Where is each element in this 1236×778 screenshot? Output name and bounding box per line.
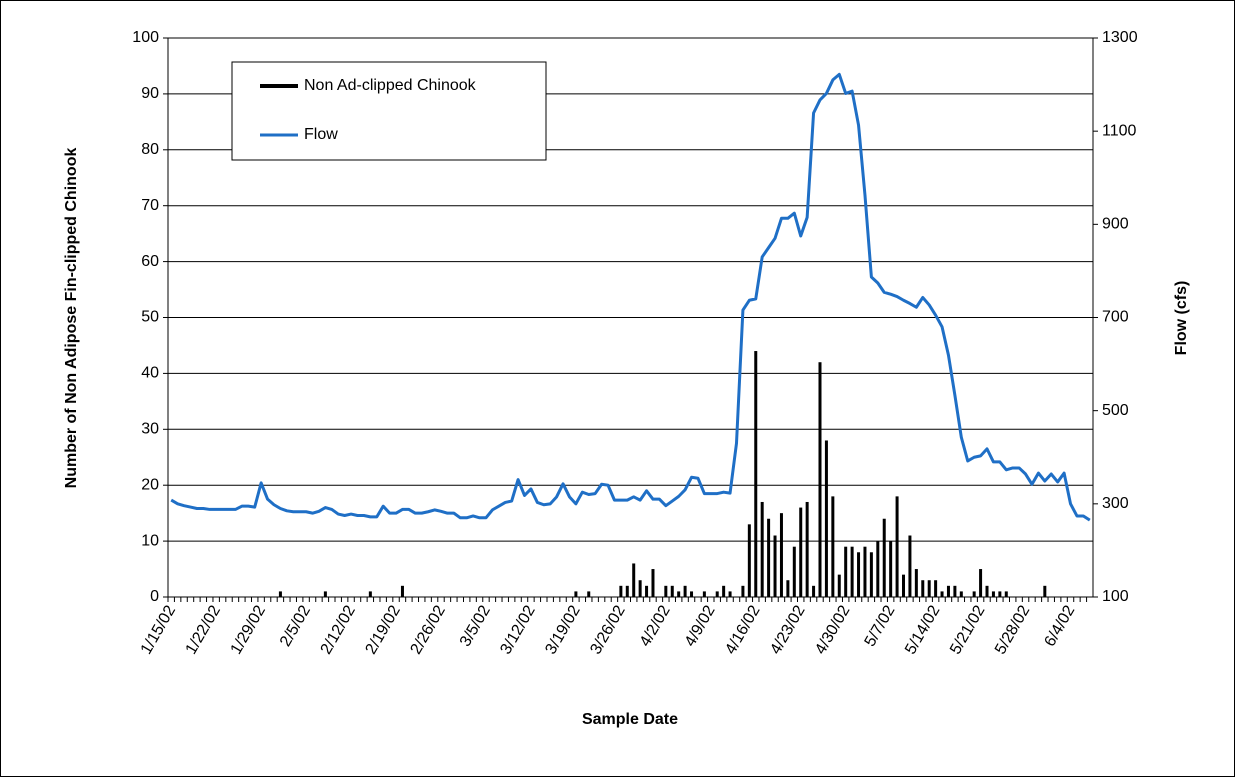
bar bbox=[632, 563, 636, 597]
bar bbox=[953, 585, 957, 597]
bar bbox=[786, 580, 790, 597]
bar bbox=[812, 585, 816, 597]
bar bbox=[619, 585, 623, 597]
bar bbox=[773, 535, 777, 597]
y-tick-label: 20 bbox=[141, 476, 159, 493]
bar bbox=[946, 585, 950, 597]
bar bbox=[1043, 585, 1047, 597]
bar bbox=[400, 585, 404, 597]
bar bbox=[683, 585, 687, 597]
y2-tick-label: 1100 bbox=[1102, 122, 1137, 139]
bar bbox=[869, 552, 873, 597]
bar bbox=[677, 591, 681, 597]
y-tick-label: 80 bbox=[141, 141, 159, 158]
bar bbox=[645, 585, 649, 597]
bar bbox=[799, 507, 803, 597]
bar bbox=[1004, 591, 1008, 597]
bar bbox=[882, 518, 886, 597]
y2-tick-label: 700 bbox=[1102, 309, 1129, 326]
bar bbox=[998, 591, 1002, 597]
x-axis-title: Sample Date bbox=[582, 711, 678, 728]
bar bbox=[985, 585, 989, 597]
y2-axis-title: Flow (cfs) bbox=[1173, 281, 1190, 356]
bar bbox=[625, 585, 629, 597]
y2-tick-label: 1300 bbox=[1102, 29, 1138, 46]
bar bbox=[940, 591, 944, 597]
bar bbox=[934, 580, 938, 597]
bar bbox=[805, 501, 809, 597]
bar bbox=[702, 591, 706, 597]
bar bbox=[574, 591, 578, 597]
bar bbox=[690, 591, 694, 597]
bar bbox=[831, 496, 835, 597]
bar bbox=[824, 440, 828, 597]
y2-tick-label: 500 bbox=[1102, 402, 1129, 419]
bar bbox=[850, 546, 854, 597]
bar bbox=[760, 501, 764, 597]
legend-label: Flow bbox=[304, 126, 338, 143]
legend-label: Non Ad-clipped Chinook bbox=[304, 77, 477, 94]
y-tick-label: 60 bbox=[141, 253, 159, 270]
bar bbox=[837, 574, 841, 597]
bar bbox=[741, 585, 745, 597]
y2-tick-label: 900 bbox=[1102, 216, 1129, 233]
y2-tick-label: 300 bbox=[1102, 495, 1129, 512]
bar bbox=[767, 518, 771, 597]
bar bbox=[914, 569, 918, 597]
bar bbox=[876, 541, 880, 597]
bar bbox=[863, 546, 867, 597]
y-tick-label: 10 bbox=[141, 532, 159, 549]
bar bbox=[722, 585, 726, 597]
bar bbox=[908, 535, 912, 597]
bar bbox=[368, 591, 372, 597]
y-tick-label: 100 bbox=[132, 29, 159, 46]
bar bbox=[651, 569, 655, 597]
bar bbox=[979, 569, 983, 597]
y2-tick-label: 100 bbox=[1102, 588, 1129, 605]
bar bbox=[747, 524, 751, 597]
bar bbox=[638, 580, 642, 597]
y-tick-label: 40 bbox=[141, 365, 159, 382]
bar bbox=[991, 591, 995, 597]
bar bbox=[972, 591, 976, 597]
legend-box bbox=[231, 61, 547, 161]
bar bbox=[792, 546, 796, 597]
bar bbox=[779, 513, 783, 597]
y-tick-label: 0 bbox=[150, 588, 159, 605]
bar bbox=[587, 591, 591, 597]
bar bbox=[670, 585, 674, 597]
bar bbox=[664, 585, 668, 597]
y-tick-label: 30 bbox=[141, 421, 159, 438]
bar bbox=[902, 574, 906, 597]
bar bbox=[927, 580, 931, 597]
bar bbox=[754, 351, 758, 597]
y-tick-label: 90 bbox=[141, 85, 159, 102]
bar bbox=[278, 591, 282, 597]
bar bbox=[728, 591, 732, 597]
bar bbox=[715, 591, 719, 597]
bar bbox=[959, 591, 963, 597]
bar bbox=[895, 496, 899, 597]
y-axis-title: Number of Non Adipose Fin-clipped Chinoo… bbox=[63, 148, 80, 489]
y-tick-label: 50 bbox=[141, 309, 159, 326]
bar bbox=[844, 546, 848, 597]
bar bbox=[857, 552, 861, 597]
bar bbox=[323, 591, 327, 597]
bar bbox=[921, 580, 925, 597]
bar bbox=[889, 541, 893, 597]
bar bbox=[818, 362, 822, 597]
y-tick-label: 70 bbox=[141, 197, 159, 214]
flow-line bbox=[170, 72, 1091, 522]
